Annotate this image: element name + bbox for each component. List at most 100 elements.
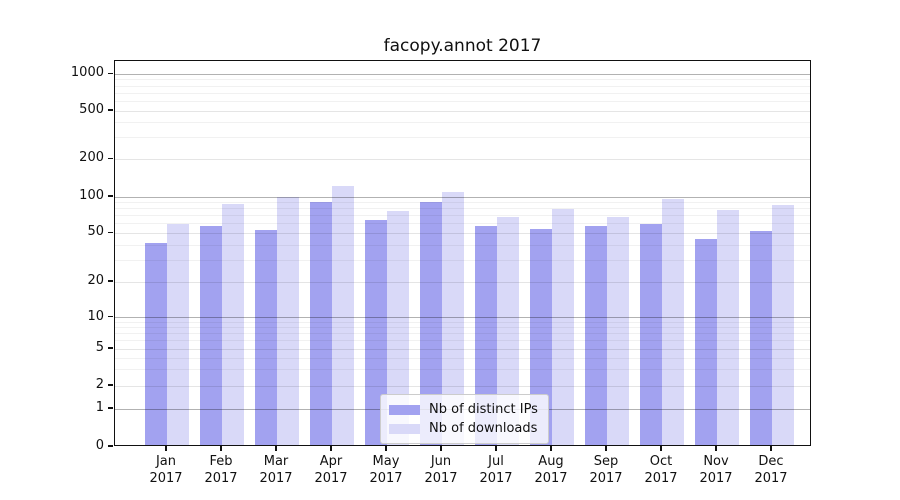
y-tick-mark [108,231,113,233]
legend-label-distinct-ips: Nb of distinct IPs [429,402,538,417]
bar-downloads-apr [332,185,354,445]
x-tick-month: Nov [703,454,729,469]
legend-swatch-distinct-ips [389,404,420,415]
bar-downloads-may [387,210,409,445]
x-tick-month: Apr [319,454,343,469]
x-tick-label-jul: Jul 2017 [468,453,524,487]
bar-downloads-sep [607,216,629,445]
x-tick-mark [165,446,167,451]
x-tick-year: 2017 [149,471,183,486]
x-tick-label-oct: Oct 2017 [633,453,689,487]
legend-item-distinct-ips: Nb of distinct IPs [389,400,538,419]
chart-title: facopy.annot 2017 [383,36,542,56]
bar-downloads-jan [167,224,189,445]
x-tick-month: Dec [758,454,784,469]
y-tick-mark [108,157,113,159]
x-tick-mark [770,446,772,451]
bar-downloads-jun [442,192,464,445]
bar-downloads-dec [772,204,794,445]
bar-distinct-ips-nov [695,239,717,445]
x-tick-mark [385,446,387,451]
x-tick-month: Oct [649,454,673,469]
bar-downloads-oct [662,199,684,445]
bar-downloads-aug [552,208,574,445]
x-tick-year: 2017 [259,471,293,486]
x-tick-month: May [372,454,400,469]
bar-distinct-ips-jan [145,243,167,445]
y-tick-label-1000: 1000 [70,65,104,81]
y-tick-label-0: 0 [95,438,104,453]
y-tick-label-10: 10 [87,308,104,324]
x-tick-mark [275,446,277,451]
bar-distinct-ips-apr [310,202,332,445]
x-tick-label-jan: Jan 2017 [138,453,194,487]
bar-downloads-nov [717,210,739,445]
x-tick-month: Jul [488,454,504,469]
bar-downloads-mar [277,196,299,445]
x-tick-mark [715,446,717,451]
y-tick-label-100: 100 [79,188,104,203]
x-tick-label-feb: Feb 2017 [193,453,249,487]
bar-distinct-ips-feb [200,226,222,445]
x-tick-label-nov: Nov 2017 [688,453,744,487]
bar-distinct-ips-sep [585,226,607,445]
y-tick-label-200: 200 [79,150,104,166]
x-tick-year: 2017 [424,471,458,486]
x-tick-mark [220,446,222,451]
x-tick-label-dec: Dec 2017 [743,453,799,487]
bar-downloads-jul [497,216,519,445]
legend: Nb of distinct IPs Nb of downloads [380,394,549,444]
y-tick-label-500: 500 [79,102,104,117]
x-tick-mark [660,446,662,451]
x-tick-year: 2017 [699,471,733,486]
x-tick-year: 2017 [644,471,678,486]
x-tick-month: Feb [209,454,233,469]
y-tick-mark [108,109,113,111]
bar-distinct-ips-jun [420,202,442,445]
x-tick-label-mar: Mar 2017 [248,453,304,487]
y-tick-mark [108,280,113,282]
y-tick-mark [108,347,113,349]
bars-layer [115,61,810,445]
y-tick-mark [108,72,113,74]
x-tick-label-sep: Sep 2017 [578,453,634,487]
x-tick-label-jun: Jun 2017 [413,453,469,487]
x-tick-year: 2017 [479,471,513,486]
y-tick-label-1: 1 [95,400,104,415]
y-tick-mark [108,445,113,447]
x-tick-month: Jan [155,454,177,469]
x-tick-mark [495,446,497,451]
x-tick-month: Jun [430,454,452,469]
x-tick-month: Sep [593,454,619,469]
y-tick-mark [108,195,113,197]
bar-distinct-ips-jul [475,226,497,445]
y-tick-mark [108,316,113,318]
x-tick-year: 2017 [314,471,348,486]
x-tick-label-apr: Apr 2017 [303,453,359,487]
x-tick-year: 2017 [754,471,788,486]
bar-distinct-ips-dec [750,231,772,445]
y-tick-label-50: 50 [87,224,104,240]
x-tick-month: Aug [538,454,564,469]
x-tick-label-aug: Aug 2017 [523,453,579,487]
x-tick-year: 2017 [589,471,623,486]
y-tick-label-2: 2 [95,377,104,392]
legend-label-downloads: Nb of downloads [429,421,538,436]
legend-item-downloads: Nb of downloads [389,419,538,438]
plot-area: Nb of distinct IPs Nb of downloads [114,60,811,446]
y-tick-label-20: 20 [87,273,104,288]
y-tick-mark [108,407,113,409]
x-tick-mark [330,446,332,451]
bar-distinct-ips-oct [640,223,662,445]
bar-distinct-ips-may [365,220,387,445]
x-tick-mark [605,446,607,451]
x-tick-mark [550,446,552,451]
bar-distinct-ips-mar [255,230,277,445]
x-tick-year: 2017 [204,471,238,486]
legend-swatch-downloads [389,423,420,434]
y-tick-mark [108,384,113,386]
x-tick-month: Mar [263,454,289,469]
bar-downloads-feb [222,203,244,445]
x-tick-year: 2017 [369,471,403,486]
